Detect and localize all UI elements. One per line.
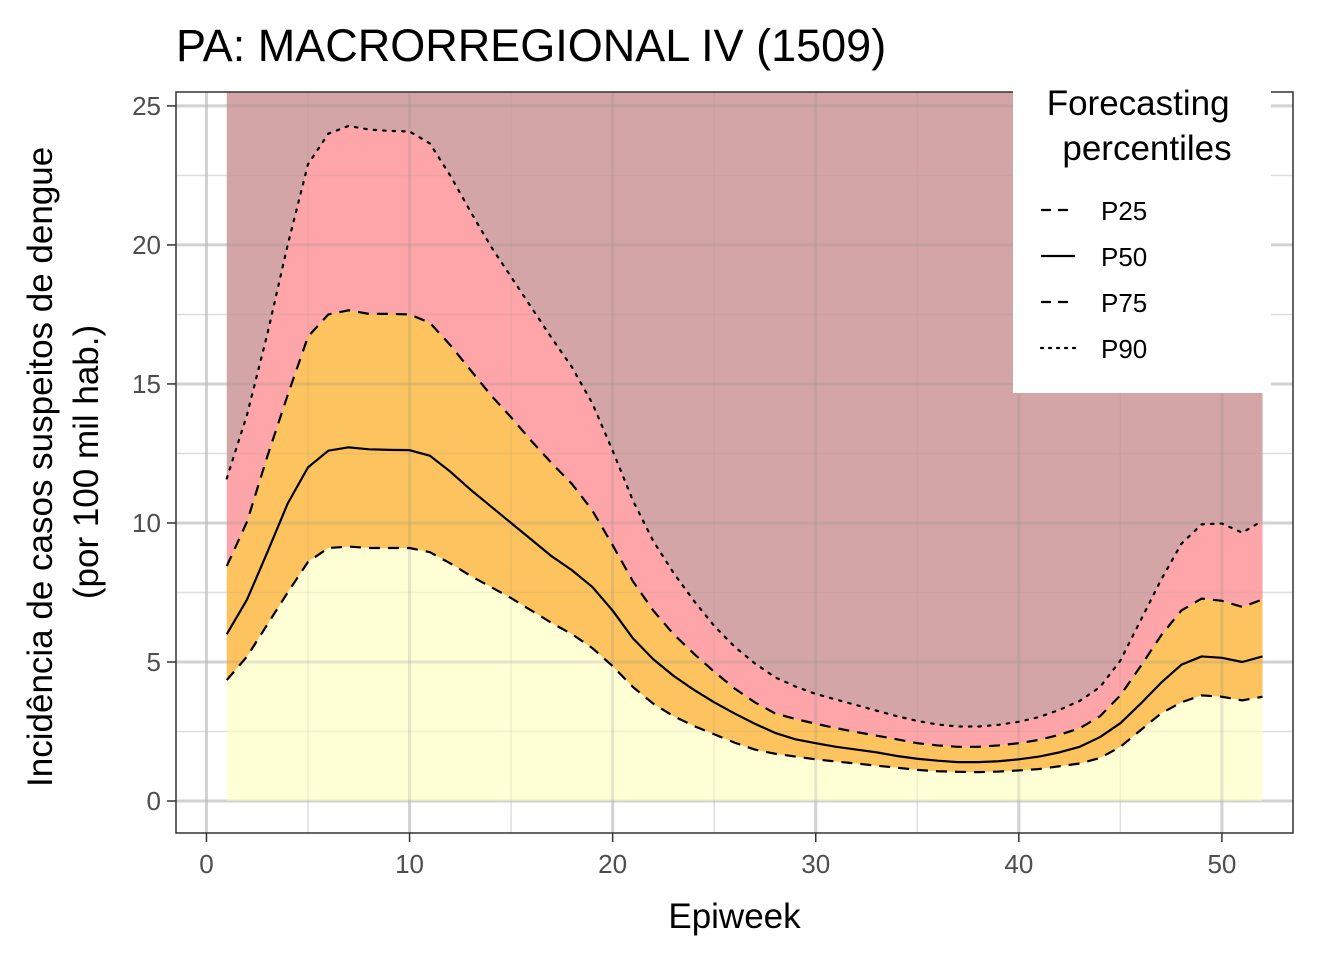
- plot-border: [175, 91, 1294, 834]
- x-tick-label: 10: [395, 849, 424, 879]
- legend-label-p50: P50: [1101, 242, 1147, 272]
- axes: 0 10 20 30 40 50 0 5 10 15 20 25: [132, 91, 1236, 879]
- grid-overlay: [176, 92, 1293, 833]
- x-tick-label: 40: [1004, 849, 1033, 879]
- x-tick-label: 30: [801, 849, 830, 879]
- percentile-lines: [225, 124, 1264, 774]
- y-axis-title-line-1: Incidência de casos suspeitos de dengue: [21, 147, 60, 787]
- legend-title: Forecasting percentiles: [1047, 84, 1240, 168]
- x-tick-label: 0: [199, 849, 213, 879]
- legend-label-p75: P75: [1101, 288, 1147, 318]
- y-tick-label: 25: [132, 91, 161, 121]
- y-tick-label: 10: [132, 508, 161, 538]
- band-p75-p90: [226, 125, 1263, 747]
- legend-box: [1013, 78, 1271, 393]
- legend: Forecasting percentiles P25 P50 P75 P90: [1013, 78, 1271, 393]
- x-tick-label: 20: [598, 849, 627, 879]
- chart-title: PA: MACRORREGIONAL IV (1509): [176, 20, 886, 71]
- y-tick-label: 15: [132, 369, 161, 399]
- x-axis-title: Epiweek: [668, 897, 801, 936]
- x-tick-label: 50: [1207, 849, 1236, 879]
- legend-title-line-1: Forecasting: [1047, 84, 1230, 123]
- percentile-bands: [226, 92, 1263, 802]
- line-p25: [225, 545, 1263, 774]
- legend-title-line-2: percentiles: [1062, 129, 1231, 168]
- line-p75: [225, 309, 1263, 748]
- band-p25-p75: [226, 310, 1263, 773]
- y-tick-label: 5: [147, 647, 161, 677]
- y-tick-label: 20: [132, 230, 161, 260]
- legend-label-p90: P90: [1101, 334, 1147, 364]
- y-axis-title-line-2: (por 100 mil hab.): [67, 325, 106, 599]
- y-axis-title: Incidência de casos suspeitos de dengue …: [21, 137, 106, 787]
- legend-entries: P25 P50 P75 P90: [1039, 196, 1147, 364]
- legend-label-p25: P25: [1101, 196, 1147, 226]
- band-below-p25: [226, 546, 1263, 802]
- band-above-p90: [226, 92, 1263, 727]
- y-tick-label: 0: [147, 786, 161, 816]
- line-p50: [225, 446, 1263, 764]
- line-p90: [225, 124, 1264, 728]
